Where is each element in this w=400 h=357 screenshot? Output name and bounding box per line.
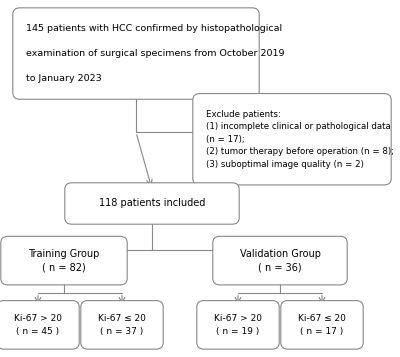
Text: Ki-67 > 20
( n = 19 ): Ki-67 > 20 ( n = 19 ) — [214, 314, 262, 336]
Text: Validation Group
( n = 36): Validation Group ( n = 36) — [240, 248, 320, 273]
Text: 145 patients with HCC confirmed by histopathological

examination of surgical sp: 145 patients with HCC confirmed by histo… — [26, 24, 284, 83]
Text: Ki-67 > 20
( n = 45 ): Ki-67 > 20 ( n = 45 ) — [14, 314, 62, 336]
FancyBboxPatch shape — [193, 94, 391, 185]
Text: Ki-67 ≤ 20
( n = 37 ): Ki-67 ≤ 20 ( n = 37 ) — [98, 314, 146, 336]
FancyBboxPatch shape — [0, 301, 79, 349]
FancyBboxPatch shape — [1, 236, 127, 285]
Text: Exclude patients:
(1) incomplete clinical or pathological data
(n = 17);
(2) tum: Exclude patients: (1) incomplete clinica… — [206, 110, 394, 169]
Text: Ki-67 ≤ 20
( n = 17 ): Ki-67 ≤ 20 ( n = 17 ) — [298, 314, 346, 336]
FancyBboxPatch shape — [65, 183, 239, 224]
FancyBboxPatch shape — [13, 8, 259, 99]
Text: Training Group
( n = 82): Training Group ( n = 82) — [28, 248, 100, 273]
Text: 118 patients included: 118 patients included — [99, 198, 205, 208]
FancyBboxPatch shape — [197, 301, 279, 349]
FancyBboxPatch shape — [281, 301, 363, 349]
FancyBboxPatch shape — [81, 301, 163, 349]
FancyBboxPatch shape — [213, 236, 347, 285]
